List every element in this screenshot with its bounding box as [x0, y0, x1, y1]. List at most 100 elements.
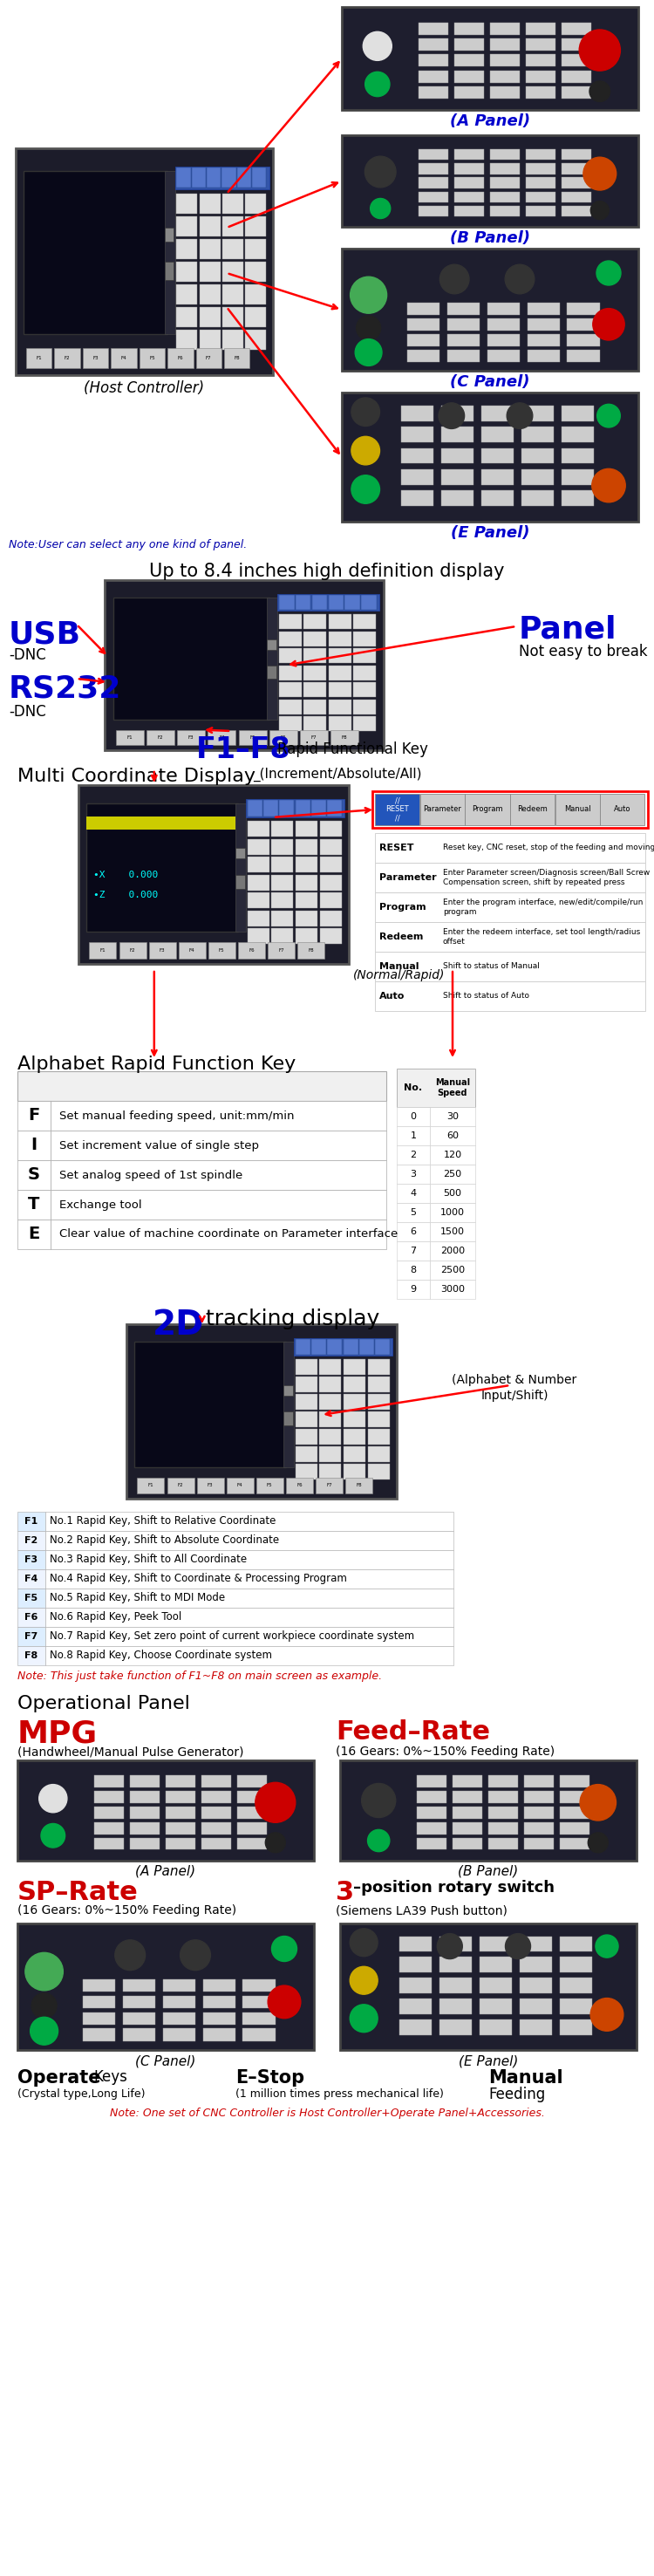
- Bar: [368, 1360, 390, 1376]
- Bar: [271, 858, 294, 873]
- Text: Exchange tool: Exchange tool: [60, 1198, 142, 1211]
- Bar: [304, 716, 326, 732]
- Bar: [331, 729, 358, 744]
- Bar: [361, 595, 377, 611]
- Bar: [123, 2027, 155, 2040]
- Bar: [119, 943, 146, 958]
- Bar: [329, 649, 351, 662]
- Bar: [368, 1412, 390, 1427]
- Text: F8: F8: [25, 1651, 38, 1659]
- Bar: [401, 469, 434, 484]
- Bar: [95, 1821, 124, 1834]
- Text: Manual: Manual: [564, 806, 591, 814]
- Bar: [487, 350, 520, 363]
- Bar: [50, 1159, 387, 1190]
- Bar: [163, 2012, 196, 2025]
- Bar: [247, 801, 262, 817]
- Bar: [519, 1999, 552, 2014]
- Bar: [243, 1978, 275, 1991]
- Bar: [266, 665, 276, 677]
- Bar: [50, 1190, 387, 1218]
- Bar: [430, 1203, 475, 1221]
- Text: 7: 7: [410, 1247, 417, 1255]
- Circle shape: [596, 1935, 618, 1958]
- Text: (16 Gears: 0%~150% Feeding Rate): (16 Gears: 0%~150% Feeding Rate): [336, 1747, 555, 1757]
- Bar: [527, 319, 560, 330]
- Bar: [524, 1837, 553, 1850]
- Bar: [342, 392, 638, 523]
- Bar: [271, 840, 294, 855]
- Bar: [146, 729, 175, 744]
- Circle shape: [355, 340, 382, 366]
- Bar: [279, 683, 301, 698]
- Bar: [82, 1996, 115, 2009]
- Text: F7: F7: [25, 1633, 38, 1641]
- Bar: [237, 1775, 266, 1788]
- Bar: [177, 729, 205, 744]
- Bar: [368, 1463, 390, 1479]
- Bar: [343, 1412, 366, 1427]
- Text: SP–Rate: SP–Rate: [18, 1880, 139, 1906]
- Bar: [397, 1260, 430, 1280]
- Bar: [453, 1806, 483, 1819]
- Bar: [82, 1978, 115, 1991]
- Bar: [526, 54, 555, 67]
- Text: F2: F2: [64, 355, 70, 361]
- Text: F2: F2: [178, 1484, 183, 1489]
- Bar: [235, 804, 246, 933]
- Text: Reset key, CNC reset, stop of the feeding and moving etc.: Reset key, CNC reset, stop of the feedin…: [443, 845, 654, 853]
- Bar: [300, 729, 328, 744]
- Bar: [296, 595, 311, 611]
- Bar: [343, 1394, 366, 1409]
- Circle shape: [356, 317, 381, 340]
- Circle shape: [25, 1953, 63, 1991]
- Bar: [137, 1479, 164, 1494]
- Text: 9: 9: [410, 1285, 417, 1293]
- Bar: [18, 1131, 50, 1159]
- Bar: [559, 2020, 592, 2035]
- Text: Enter Parameter screen/Diagnosis screen/Ball Screw
Compensation screen, shift by: Enter Parameter screen/Diagnosis screen/…: [443, 868, 650, 886]
- Bar: [561, 178, 591, 188]
- Bar: [294, 1337, 392, 1355]
- Bar: [375, 793, 420, 824]
- Bar: [465, 793, 509, 824]
- Bar: [197, 1479, 224, 1494]
- Bar: [521, 469, 554, 484]
- Text: F8: F8: [234, 355, 240, 361]
- Circle shape: [39, 1785, 67, 1814]
- Bar: [247, 891, 269, 909]
- Bar: [320, 840, 341, 855]
- Bar: [345, 595, 360, 611]
- Bar: [165, 263, 174, 281]
- Bar: [430, 1280, 475, 1298]
- Bar: [567, 319, 600, 330]
- Text: Set manual feeding speed, unit:mm/min: Set manual feeding speed, unit:mm/min: [60, 1110, 294, 1121]
- Text: Manual
Speed: Manual Speed: [435, 1079, 470, 1097]
- Bar: [208, 943, 235, 958]
- Bar: [167, 1479, 194, 1494]
- Circle shape: [596, 260, 621, 286]
- Circle shape: [363, 31, 392, 59]
- Bar: [148, 943, 176, 958]
- Text: RESET: RESET: [379, 842, 414, 853]
- Text: (A Panel): (A Panel): [135, 1865, 196, 1878]
- Bar: [481, 428, 514, 443]
- Bar: [196, 348, 222, 368]
- Bar: [45, 1628, 453, 1646]
- Bar: [165, 1806, 196, 1819]
- Circle shape: [41, 1824, 65, 1847]
- Bar: [345, 1479, 372, 1494]
- Bar: [245, 307, 266, 327]
- Text: F6: F6: [177, 355, 183, 361]
- Text: 4: 4: [410, 1190, 417, 1198]
- Circle shape: [180, 1940, 211, 1971]
- Bar: [165, 1821, 196, 1834]
- Circle shape: [351, 435, 380, 464]
- Text: (C Panel): (C Panel): [450, 374, 530, 389]
- Circle shape: [439, 402, 464, 428]
- Text: 30: 30: [447, 1113, 458, 1121]
- Bar: [397, 1164, 430, 1185]
- Bar: [397, 1146, 430, 1164]
- Bar: [222, 167, 236, 188]
- Bar: [319, 1463, 341, 1479]
